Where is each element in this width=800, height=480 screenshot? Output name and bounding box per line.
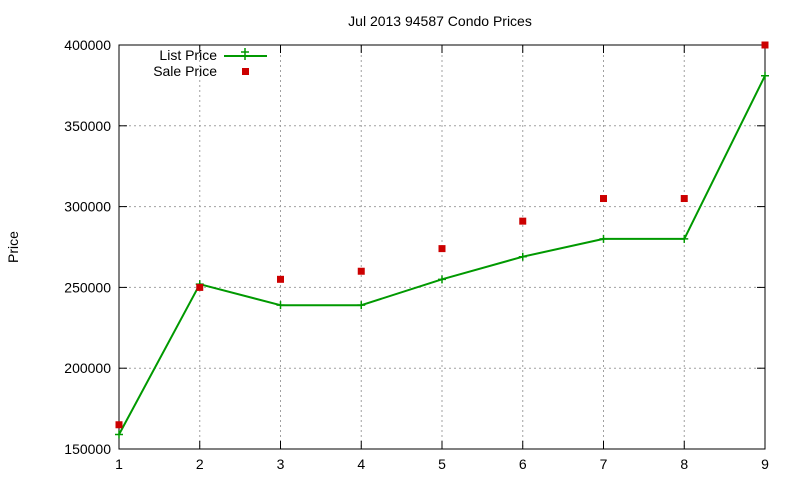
legend-marker-list-price xyxy=(241,48,249,60)
x-tick-label: 1 xyxy=(115,456,123,472)
list-price-point xyxy=(438,275,446,284)
y-tick-label: 300000 xyxy=(64,199,111,215)
x-tick-label: 5 xyxy=(438,456,446,472)
sale-price-point xyxy=(115,421,123,429)
list-price-point xyxy=(115,430,123,439)
sale-price-point xyxy=(519,217,527,225)
legend-label-list-price: List Price xyxy=(159,47,217,63)
y-tick-label: 400000 xyxy=(64,37,111,53)
y-tick-label: 350000 xyxy=(64,118,111,134)
list-price-point xyxy=(680,234,689,243)
list-price-point xyxy=(357,301,366,310)
legend-marker-sale-price xyxy=(242,68,249,75)
list-price-point xyxy=(518,252,527,261)
chart-title: Jul 2013 94587 Condo Prices xyxy=(348,13,532,29)
sale-price-point xyxy=(196,283,204,291)
sale-price-point xyxy=(680,195,688,203)
list-price-point xyxy=(761,71,769,80)
sale-price-point xyxy=(761,41,769,49)
sale-price-point xyxy=(277,275,284,283)
x-tick-label: 2 xyxy=(196,456,204,472)
legend-label-sale-price: Sale Price xyxy=(153,63,217,79)
list-price-point xyxy=(276,301,285,310)
series-layer xyxy=(115,41,769,439)
x-tick-label: 6 xyxy=(519,456,527,472)
list-price-point xyxy=(599,234,608,243)
y-tick-label: 150000 xyxy=(64,441,111,457)
sale-price-point xyxy=(357,267,365,275)
x-tick-label: 7 xyxy=(600,456,608,472)
x-tick-label: 9 xyxy=(761,456,769,472)
y-axis-label: Price xyxy=(5,231,21,263)
sale-price-point xyxy=(600,195,607,203)
sale-price-point xyxy=(438,245,446,253)
x-tick-label: 4 xyxy=(357,456,365,472)
axis-ticks: 150000 200000 250000 300000 350000 400000 1 2 3 4… xyxy=(64,37,769,472)
x-tick-label: 3 xyxy=(277,456,285,472)
legend: List Price Sale Price xyxy=(153,47,267,79)
x-tick-label: 8 xyxy=(680,456,688,472)
y-tick-label: 200000 xyxy=(64,360,111,376)
y-tick-label: 250000 xyxy=(64,279,111,295)
